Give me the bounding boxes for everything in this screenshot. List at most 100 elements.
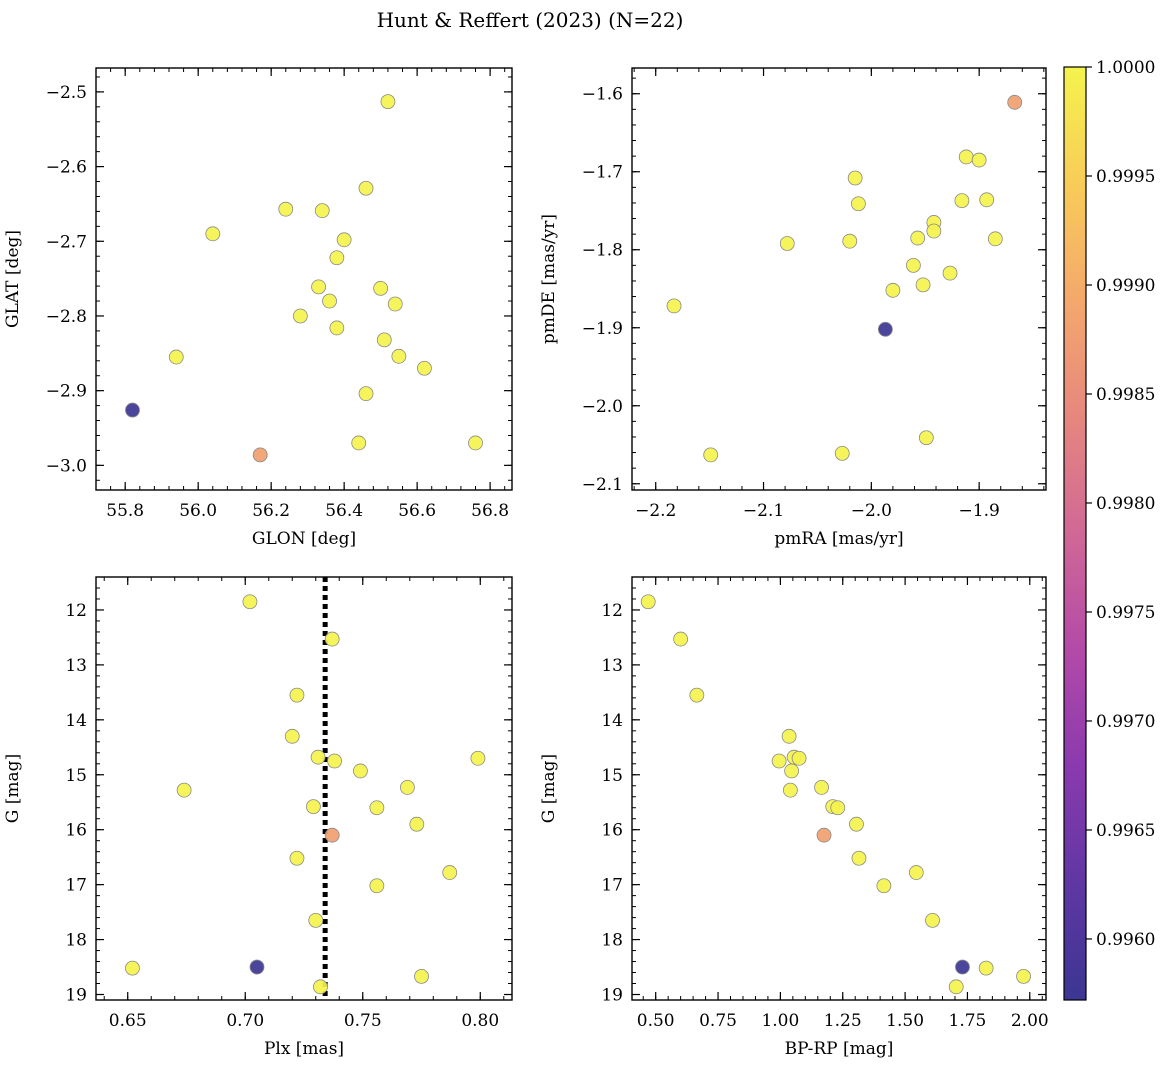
data-point <box>284 728 300 744</box>
data-point <box>289 850 305 866</box>
data-point <box>289 687 305 703</box>
y-tick-label: −2.0 <box>582 397 623 417</box>
data-point <box>369 878 385 894</box>
colorbar-tick-label: 0.9975 <box>1096 603 1155 623</box>
data-point <box>955 959 970 975</box>
data-point <box>278 201 294 217</box>
data-point <box>784 763 800 779</box>
x-tick-label: 0.75 <box>699 1011 737 1031</box>
y-tick-label: 13 <box>65 656 87 676</box>
panel-glon-glat: 55.8 56.0 56.2 56.4 56.6 56.8 −2.5 −2.6 −2.7 −2.8… <box>3 67 513 549</box>
data-point <box>791 750 807 766</box>
y-tick-label: 17 <box>601 876 623 896</box>
data-point <box>885 282 901 298</box>
data-point <box>771 753 787 769</box>
minor-ticks <box>95 68 512 490</box>
figure-title: Hunt & Reffert (2023) (N=22) <box>377 8 684 32</box>
data-point <box>329 320 345 336</box>
scatter-points <box>125 594 486 995</box>
data-point <box>1007 94 1023 110</box>
minor-ticks <box>96 576 512 1000</box>
x-axis-label: BP-RP [mag] <box>785 1039 894 1059</box>
colorbar-tick-label: 0.9995 <box>1096 167 1155 187</box>
data-point <box>322 293 337 309</box>
data-point <box>414 968 429 984</box>
axes-frame <box>631 67 1047 491</box>
data-point <box>910 230 926 246</box>
x-tick-label: 0.70 <box>226 1011 264 1031</box>
data-point <box>176 782 192 798</box>
data-point <box>842 233 858 249</box>
data-point <box>925 912 940 928</box>
y-tick-label: 12 <box>601 601 623 621</box>
scatter-points <box>640 594 1031 995</box>
y-tick-label: −3.0 <box>46 456 87 476</box>
data-point <box>905 257 921 273</box>
y-axis-label: G [mag] <box>539 754 559 823</box>
data-point <box>314 203 330 219</box>
data-point <box>308 912 324 928</box>
data-point <box>673 631 689 647</box>
y-tick-label: 15 <box>65 766 87 786</box>
data-point <box>380 94 396 110</box>
y-tick-label: −1.6 <box>582 85 623 105</box>
panel-pmra-pmde: −2.2 −2.1 −2.0 −1.9 −1.6 −1.7 −1.8 −1.9 −2.0 −2.1… <box>539 67 1047 549</box>
x-tick-label: 1.50 <box>886 1011 924 1031</box>
panel-plx-g: 0.65 0.70 0.75 0.80 12 13 14 15 16 17 18 19 Plx [mas… <box>3 576 513 1059</box>
y-tick-label: −2.9 <box>46 382 87 402</box>
data-point <box>409 816 425 832</box>
data-point <box>376 332 392 348</box>
data-point <box>373 280 389 296</box>
data-point <box>908 865 924 880</box>
data-point <box>324 827 340 843</box>
data-point <box>249 959 265 975</box>
x-tick-label: −2.1 <box>743 501 784 521</box>
x-tick-label: 0.65 <box>109 1011 147 1031</box>
x-tick-label: 56.6 <box>398 501 436 521</box>
data-point <box>781 728 797 744</box>
colorbar-tick-label: 0.9965 <box>1096 821 1155 841</box>
x-tick-label: 0.75 <box>344 1011 382 1031</box>
data-point <box>358 180 374 196</box>
data-point <box>417 360 432 376</box>
y-tick-label: 14 <box>601 711 623 731</box>
colorbar-tick-label: 0.9980 <box>1096 494 1155 514</box>
minor-ticks <box>632 576 1046 1000</box>
y-tick-label: 12 <box>65 601 87 621</box>
y-tick-label: 19 <box>65 986 87 1006</box>
x-axis-label: GLON [deg] <box>252 529 356 549</box>
data-point <box>329 250 345 266</box>
axes-frame <box>631 576 1047 1001</box>
data-point <box>468 435 483 451</box>
data-point <box>979 192 995 208</box>
x-axis-label: pmRA [mas/yr] <box>774 529 903 549</box>
scatter-points <box>666 94 1023 463</box>
data-point <box>971 152 987 168</box>
data-point <box>703 447 719 463</box>
x-tick-label: 56.4 <box>325 501 363 521</box>
data-point <box>313 979 328 995</box>
x-tick-label: 0.80 <box>461 1011 499 1031</box>
minor-ticks <box>632 68 1046 490</box>
y-tick-label: −2.1 <box>582 475 623 495</box>
y-tick-label: 19 <box>601 986 623 1006</box>
data-point <box>442 865 458 880</box>
colorbar: 1.0000 0.9995 0.9990 0.9985 0.9980 0.9975 0.99… <box>1063 58 1155 1001</box>
y-tick-label: −2.8 <box>46 307 87 327</box>
y-tick-label: 15 <box>601 766 623 786</box>
data-point <box>942 265 958 281</box>
colorbar-tick-label: 1.0000 <box>1096 58 1155 78</box>
y-axis-label: G [mag] <box>3 754 23 823</box>
data-point <box>391 348 407 364</box>
data-point <box>876 878 892 894</box>
data-point <box>242 594 258 610</box>
data-point <box>125 402 140 418</box>
y-tick-label: 13 <box>601 656 623 676</box>
data-point <box>306 799 321 815</box>
data-point <box>779 236 795 251</box>
scatter-points <box>125 94 483 463</box>
colorbar-tick-label: 0.9970 <box>1096 712 1155 732</box>
colorbar-tick-label: 0.9960 <box>1096 930 1155 950</box>
y-tick-label: 17 <box>65 876 87 896</box>
